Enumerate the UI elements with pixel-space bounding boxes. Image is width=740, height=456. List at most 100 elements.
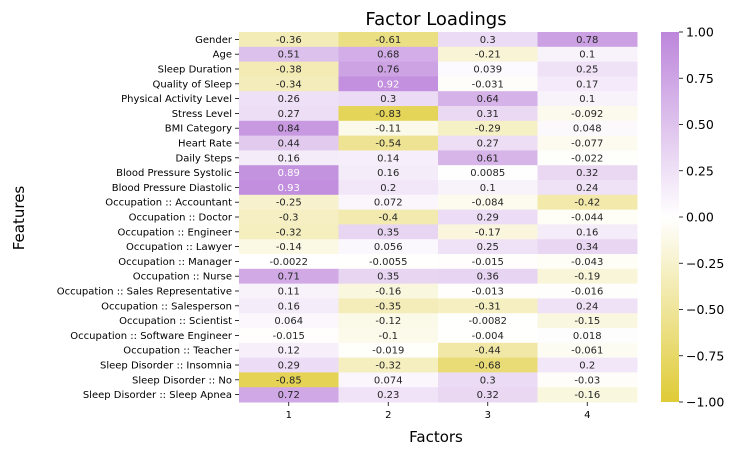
cell-value-label: -0.61 — [375, 35, 401, 46]
row-tick-label: Gender — [195, 35, 233, 46]
cell-value-label: -0.11 — [375, 124, 401, 135]
cell-value-label: -0.83 — [375, 109, 401, 120]
heatmap-cell — [438, 239, 538, 255]
row-tick-label: Stress Level — [172, 109, 232, 120]
row-tick-label: Sleep Duration — [158, 65, 232, 76]
cell-value-label: 0.3 — [480, 35, 496, 46]
cell-value-label: -0.44 — [475, 346, 501, 357]
cell-value-label: -0.16 — [375, 287, 401, 298]
heatmap-cell — [537, 268, 638, 285]
cell-value-label: -0.084 — [472, 198, 504, 209]
cell-value-label: 0.2 — [380, 183, 396, 194]
heatmap-cell — [438, 32, 538, 48]
heatmap-cell — [537, 120, 638, 137]
cell-value-label: -0.38 — [276, 65, 302, 76]
heatmap-cell — [537, 372, 638, 388]
heatmap-cell — [239, 194, 339, 211]
cell-value-label: -0.015 — [273, 331, 305, 342]
cell-value-label: 0.039 — [473, 65, 502, 76]
cell-value-label: 0.29 — [278, 361, 300, 372]
heatmap-cell — [338, 209, 439, 225]
cell-value-label: 0.35 — [377, 272, 399, 283]
heatmap-cell — [537, 165, 638, 181]
cell-value-label: -0.061 — [571, 346, 603, 357]
heatmap-cell — [239, 224, 339, 240]
heatmap-cell — [338, 357, 439, 373]
cell-value-label: 0.35 — [377, 227, 399, 238]
row-tick-label: Heart Rate — [178, 139, 232, 150]
cell-value-label: -0.1 — [378, 331, 398, 342]
heatmap-cell — [338, 224, 439, 240]
heatmap-cell — [537, 32, 638, 48]
row-tick-label: Daily Steps — [176, 153, 232, 164]
cell-value-label: 0.71 — [278, 272, 300, 283]
heatmap-cell — [537, 209, 638, 225]
colorbar-tick-label: 1.00 — [686, 25, 714, 40]
row-tick-label: Blood Pressure Systolic — [116, 168, 232, 179]
row-tick-label: Age — [213, 50, 232, 61]
heatmap-cell — [239, 76, 339, 92]
heatmap-cell — [338, 387, 439, 403]
heatmap-cell — [537, 254, 638, 270]
cell-value-label: 0.16 — [278, 301, 300, 312]
cell-value-label: 0.14 — [377, 153, 399, 164]
row-tick-label: Occupation :: Doctor — [129, 213, 233, 224]
cell-value-label: -0.004 — [472, 331, 504, 342]
cell-value-label: -0.31 — [475, 301, 501, 312]
cell-value-label: 0.1 — [579, 50, 595, 61]
cell-value-label: 0.048 — [573, 124, 602, 135]
heatmap-cell — [338, 76, 439, 92]
colorbar-tick-label: 0.00 — [686, 210, 714, 225]
heatmap-cell — [239, 209, 339, 225]
cell-value-label: 0.36 — [477, 272, 499, 283]
cell-value-label: 0.61 — [477, 153, 499, 164]
heatmap-cell — [239, 268, 339, 285]
heatmap-cell — [239, 239, 339, 255]
colorbar-tick-label: 0.25 — [686, 163, 714, 178]
row-tick-label: Occupation :: Software Engineer — [70, 331, 233, 342]
cell-value-label: 0.84 — [278, 124, 300, 135]
cell-value-label: -0.32 — [276, 227, 302, 238]
row-tick-label: Blood Pressure Diastolic — [112, 183, 232, 194]
cell-value-label: 0.26 — [278, 94, 300, 105]
cell-value-label: 0.16 — [278, 153, 300, 164]
cell-value-label: 0.25 — [576, 65, 598, 76]
cell-value-label: 0.11 — [278, 287, 300, 298]
row-tick-label: BMI Category — [165, 124, 232, 135]
cell-value-label: 0.34 — [576, 242, 598, 253]
colorbar-tick-label: 0.50 — [686, 117, 714, 132]
heatmap-cell — [537, 283, 638, 299]
heatmap-cell — [438, 224, 538, 240]
cell-value-label: -0.3 — [279, 213, 299, 224]
x-axis-label: Factors — [409, 428, 463, 446]
cell-value-label: -0.32 — [375, 361, 401, 372]
heatmap-cell — [338, 254, 439, 270]
cell-value-label: -0.043 — [571, 257, 603, 268]
heatmap-cell — [338, 268, 439, 285]
heatmap-cell — [239, 120, 339, 137]
cell-value-label: -0.022 — [571, 153, 603, 164]
heatmap-cell — [537, 328, 638, 344]
heatmap-cell — [438, 298, 538, 314]
row-tick-label: Physical Activity Level — [121, 94, 232, 105]
row-tick-label: Occupation :: Scientist — [119, 316, 232, 327]
heatmap-cell — [239, 387, 339, 403]
heatmap-cell — [438, 194, 538, 211]
heatmap-cell — [537, 180, 638, 196]
cell-value-label: 0.16 — [576, 227, 598, 238]
row-tick-label: Occupation :: Manager — [118, 257, 233, 268]
cell-value-label: -0.092 — [571, 109, 603, 120]
cell-labels: -0.36 -0.61 0.3 0.78 0.51 0.68 -0.21 0.1 -0.38 0.… — [269, 35, 603, 401]
heatmap-cell — [537, 91, 638, 107]
cell-value-label: 0.51 — [278, 50, 300, 61]
row-tick-label: Occupation :: Nurse — [133, 272, 232, 283]
cell-value-label: 0.64 — [477, 94, 499, 105]
column-tick-label: 1 — [286, 410, 292, 421]
cell-value-label: 0.018 — [573, 331, 602, 342]
cell-value-label: 0.16 — [377, 168, 399, 179]
heatmap-cell — [338, 165, 439, 181]
column-tick-label: 3 — [485, 410, 491, 421]
heatmap-cell — [537, 194, 638, 211]
cell-value-label: 0.074 — [374, 375, 403, 386]
heatmap-cell — [438, 254, 538, 270]
